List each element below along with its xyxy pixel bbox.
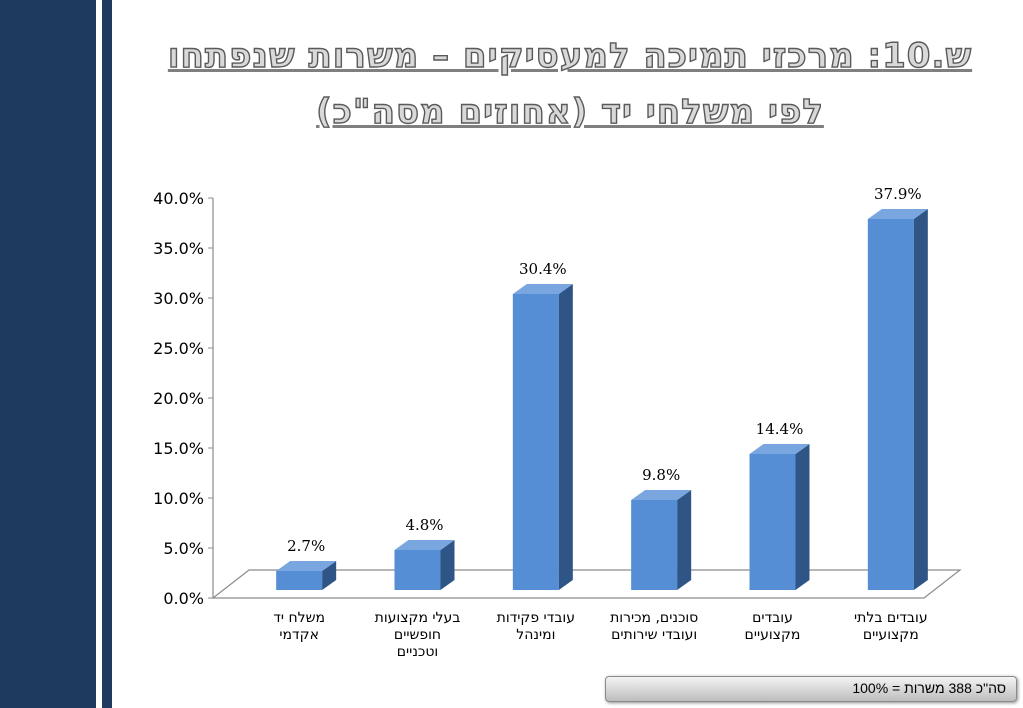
slide-title-line1: ש.10: מרכזי תמיכה למעסיקים – משרות שנפתח…	[167, 35, 973, 76]
y-tick-label: 0.0%	[163, 589, 204, 608]
footer-note: סה"כ 388 משרות = 100%	[852, 680, 1006, 696]
x-category-label: עובדים בלתי	[854, 610, 928, 626]
bar-side	[913, 209, 928, 590]
x-category-label: מקצועיים	[863, 627, 919, 643]
sidebar-band	[0, 0, 96, 708]
footer-note-box: סה"כ 388 משרות = 100%	[605, 676, 1017, 702]
x-category-label: עובדי פקידות	[497, 610, 575, 626]
bar-top	[749, 444, 810, 454]
y-tick-label: 15.0%	[153, 439, 204, 458]
bar-front	[394, 550, 441, 590]
bar-front	[867, 219, 914, 590]
data-label: 14.4%	[756, 420, 804, 438]
x-category-label: מקצועיים	[745, 627, 801, 643]
bar-top	[276, 561, 337, 571]
y-tick-label: 40.0%	[153, 189, 204, 208]
y-tick-label: 20.0%	[153, 389, 204, 408]
bar-side	[677, 490, 692, 590]
data-label: 9.8%	[642, 466, 680, 484]
x-category-label: משלח יד	[273, 610, 325, 626]
data-label: 4.8%	[405, 516, 443, 534]
x-category-label: אקדמי	[279, 627, 319, 643]
sidebar-stripe	[102, 0, 112, 708]
y-tick-label: 10.0%	[153, 489, 204, 508]
bar-side	[558, 284, 573, 590]
sidebar-divider	[96, 0, 102, 708]
y-tick-label: 35.0%	[153, 239, 204, 258]
x-category-label: סוכנים, מכירות	[610, 610, 698, 626]
data-label: 37.9%	[874, 185, 922, 203]
bar-top	[394, 540, 455, 550]
bar-front	[512, 294, 559, 590]
x-category-label: עובדים	[752, 610, 793, 626]
y-tick-label: 25.0%	[153, 339, 204, 358]
bar-front	[631, 500, 678, 590]
bar-front	[749, 454, 796, 590]
x-category-label: חופשיים	[394, 627, 441, 643]
bar-side	[322, 561, 337, 590]
x-category-label: ומינהל	[516, 627, 555, 643]
bar-front	[276, 571, 323, 590]
bar-side	[795, 444, 810, 590]
bar-side	[440, 540, 455, 590]
data-label: 30.4%	[519, 260, 567, 278]
bar-top	[512, 284, 573, 294]
x-category-label: וטכניים	[397, 644, 438, 660]
bar-top	[631, 490, 692, 500]
bar-top	[867, 209, 928, 219]
chart-floor	[211, 569, 962, 599]
data-label: 2.7%	[287, 537, 325, 555]
y-tick-label: 5.0%	[163, 539, 204, 558]
y-tick-label: 30.0%	[153, 289, 204, 308]
slide-title-line2: לפי משלחי יד (אחוזים מסה"כ)	[315, 91, 824, 132]
x-category-label: ועובדי שירותים	[611, 627, 697, 643]
x-category-label: בעלי מקצועות	[375, 610, 461, 626]
